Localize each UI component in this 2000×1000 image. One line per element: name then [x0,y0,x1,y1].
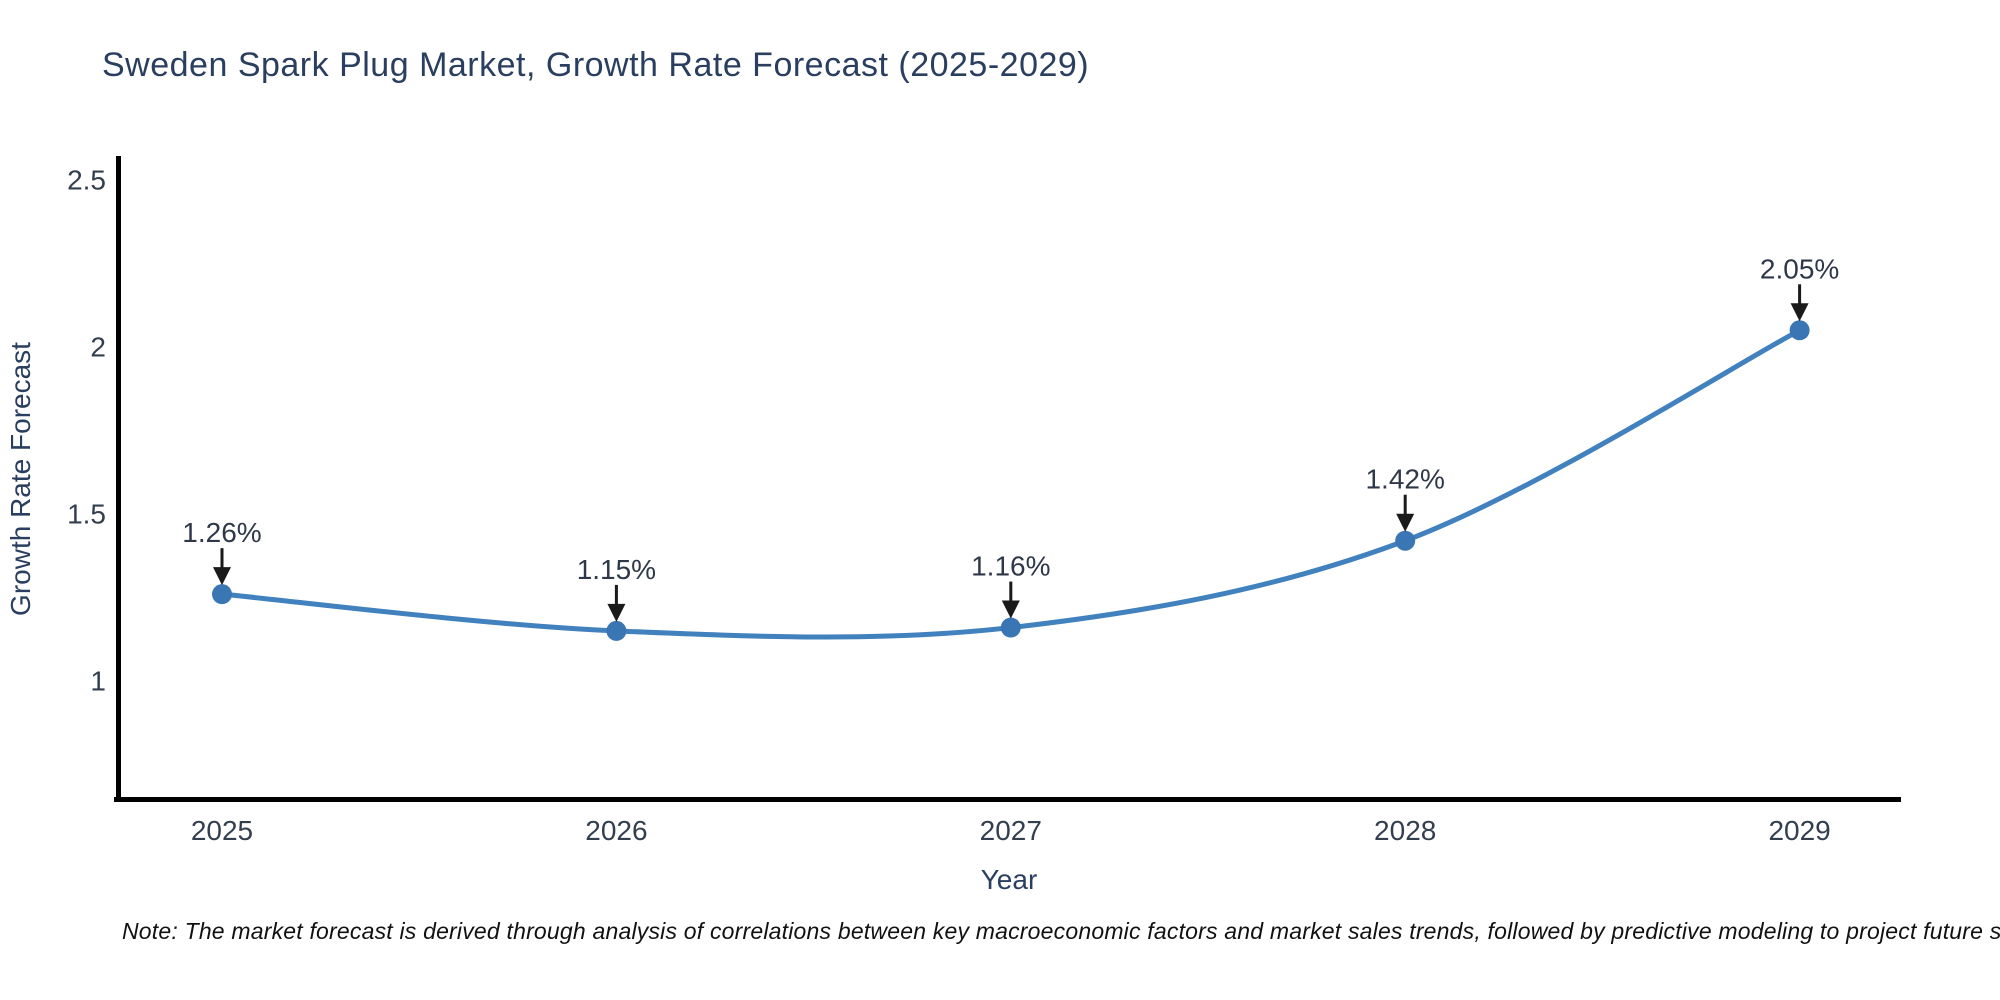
footnote: Note: The market forecast is derived thr… [122,918,2000,944]
y-tick-label: 2 [90,332,106,363]
point-annotations: 1.26% 1.15% 1.16% 1.42% 2.05% [182,253,1839,622]
annotation-arrowhead-icon [1001,600,1020,619]
y-tick-label: 2.5 [67,165,106,196]
annotation-arrowhead-icon [1396,513,1415,532]
data-point-marker [606,620,627,641]
x-tick-label: 2029 [1768,815,1830,846]
data-point-markers [212,320,1810,641]
annotation-arrowhead-icon [213,567,231,586]
annotation-label: 2.05% [1760,253,1839,284]
annotation-arrowhead-icon [1790,303,1809,322]
annotation-label: 1.42% [1365,464,1444,495]
x-tick-label: 2028 [1374,815,1436,846]
annotation-label: 1.26% [182,517,261,548]
data-point-marker [1000,617,1021,638]
y-axis-title: Growth Rate Forecast [5,342,36,616]
data-point-marker [1789,320,1810,341]
data-point-marker [1395,530,1416,551]
x-axis-tick-labels: 2025 2026 2027 2028 2029 [191,815,1831,846]
x-tick-label: 2027 [980,815,1042,846]
y-axis-tick-labels: 1 1.5 2 2.5 [67,165,106,697]
y-tick-label: 1 [90,666,106,697]
x-tick-label: 2025 [191,815,253,846]
data-point-marker [212,584,232,605]
y-axis-line [116,156,121,802]
annotation-label: 1.16% [971,551,1050,582]
y-tick-label: 1.5 [67,499,106,530]
x-axis-line [114,797,1901,802]
chart-title: Sweden Spark Plug Market, Growth Rate Fo… [102,46,1090,84]
annotation-arrowhead-icon [607,603,626,622]
x-axis-title: Year [981,864,1038,895]
annotation-label: 1.15% [577,554,656,585]
x-tick-label: 2026 [585,815,647,846]
